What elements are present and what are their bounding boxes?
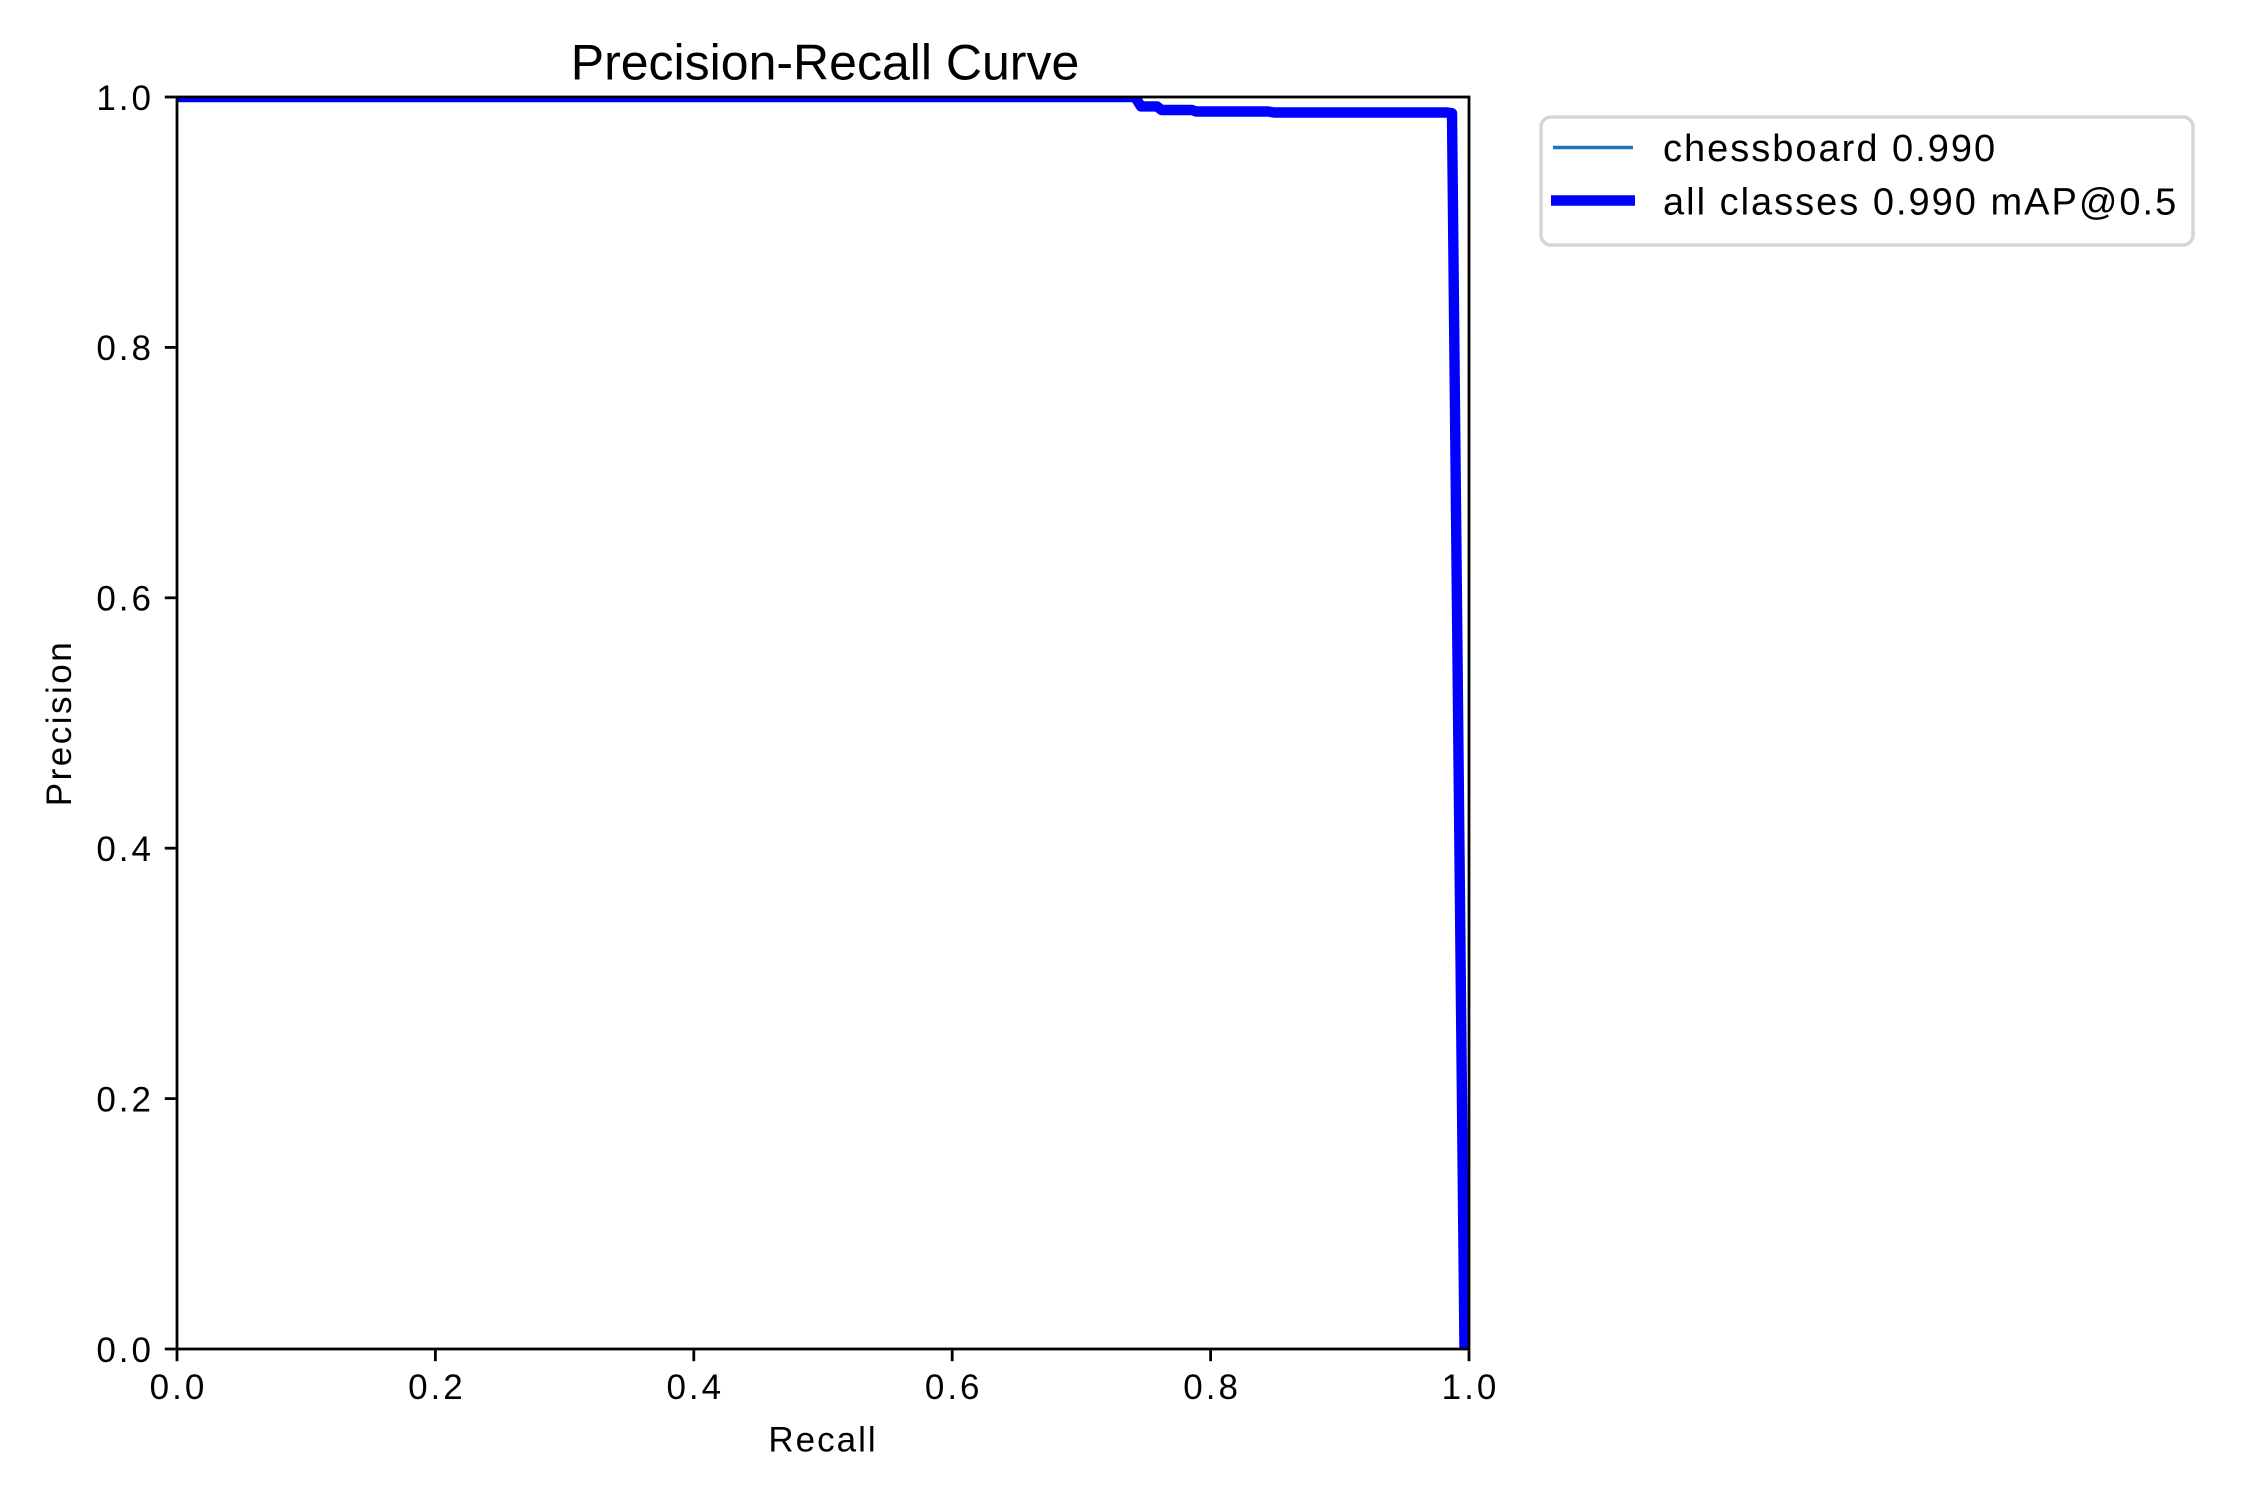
svg-text:Precision: Precision: [40, 640, 79, 806]
svg-text:1.0: 1.0: [1442, 1368, 1500, 1407]
svg-text:0.6: 0.6: [96, 580, 154, 619]
svg-text:Recall: Recall: [768, 1421, 877, 1460]
svg-text:0.8: 0.8: [96, 329, 154, 368]
svg-text:0.2: 0.2: [96, 1080, 154, 1119]
svg-text:0.8: 0.8: [1183, 1368, 1241, 1407]
svg-text:0.6: 0.6: [925, 1368, 983, 1407]
svg-text:0.0: 0.0: [150, 1368, 208, 1407]
svg-text:Precision-Recall Curve: Precision-Recall Curve: [571, 35, 1080, 91]
svg-text:0.4: 0.4: [666, 1368, 724, 1407]
svg-text:0.2: 0.2: [408, 1368, 466, 1407]
svg-text:1.0: 1.0: [96, 79, 154, 118]
svg-text:0.0: 0.0: [96, 1331, 154, 1370]
svg-text:0.4: 0.4: [96, 830, 154, 869]
svg-text:chessboard 0.990: chessboard 0.990: [1663, 128, 1997, 170]
svg-text:all classes 0.990 mAP@0.5: all classes 0.990 mAP@0.5: [1663, 181, 2178, 223]
